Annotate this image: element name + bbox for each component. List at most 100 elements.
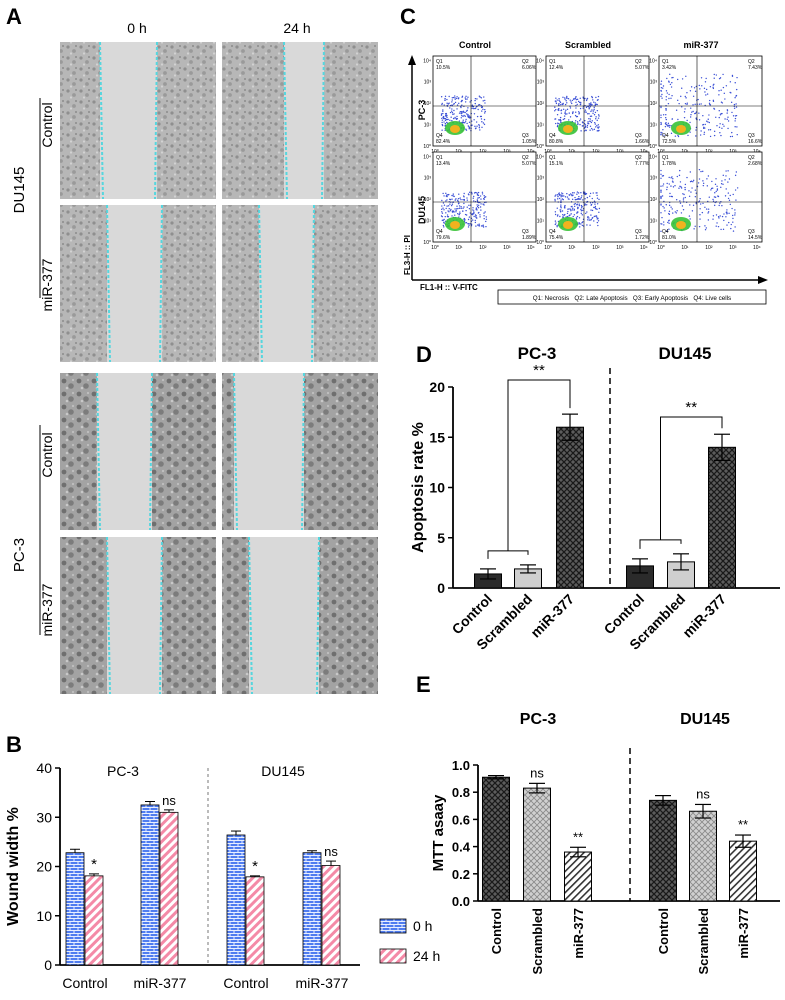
chart-e-bar: [564, 851, 592, 902]
flow-dot: [571, 198, 574, 201]
flow-dot: [479, 206, 482, 208]
flow-dot: [443, 226, 445, 228]
flow-dot: [690, 180, 693, 182]
flow-x-tick: 10⁰: [657, 245, 665, 251]
chart-b-x-tick-label: Control: [62, 975, 107, 991]
flow-dot: [484, 99, 486, 102]
flow-dot: [714, 192, 716, 194]
flow-dot: [703, 87, 706, 90]
flow-dot: [474, 107, 476, 110]
flow-dot: [662, 205, 664, 208]
flow-dot: [730, 227, 732, 230]
flow-dot: [466, 98, 468, 100]
flow-dot: [670, 86, 673, 88]
flow-dot: [452, 195, 454, 197]
flow-dot: [563, 206, 566, 209]
flow-dot: [706, 120, 708, 122]
flow-x-tick: 10⁴: [640, 245, 648, 251]
micrograph-wound-gap: [249, 537, 319, 694]
flow-dot: [712, 215, 715, 217]
flow-dot: [467, 226, 470, 228]
flow-dot: [729, 135, 732, 138]
flow-y-tick: 10⁰: [536, 240, 544, 246]
flow-dot: [460, 112, 462, 115]
flow-dot: [705, 227, 708, 229]
flow-y-tick: 10¹: [424, 123, 432, 129]
flow-dot: [698, 178, 701, 180]
flow-dot: [455, 118, 458, 120]
flow-dot: [682, 208, 685, 211]
flow-dot: [455, 211, 457, 213]
flow-dot: [699, 134, 702, 136]
flow-dot: [476, 192, 478, 194]
flow-dot: [725, 188, 727, 190]
flow-y-tick: 10³: [650, 176, 658, 182]
flow-dot: [480, 209, 482, 211]
flow-dot: [463, 199, 465, 202]
flow-dot: [700, 77, 703, 79]
micrograph-0-1: [222, 41, 378, 200]
flow-dot: [564, 103, 567, 106]
flow-dot: [483, 112, 486, 114]
flow-dot: [458, 213, 460, 215]
flow-dot: [594, 103, 597, 106]
flow-dot: [566, 212, 569, 215]
flow-dot: [716, 189, 719, 191]
flow-dot: [485, 225, 487, 228]
flow-dot: [441, 102, 443, 105]
flow-dot: [585, 129, 587, 131]
flow-dot: [730, 223, 732, 226]
flow-dot: [569, 99, 571, 101]
flow-dot: [483, 123, 486, 126]
flow-dot: [724, 179, 726, 181]
flow-q2-label: Q2: [522, 155, 529, 161]
chart-d-group-title: DU145: [659, 344, 712, 363]
flow-dot: [474, 99, 476, 102]
flow-dot: [443, 104, 445, 106]
micrograph-2-1: [222, 372, 378, 531]
flow-y-tick: 10⁰: [423, 144, 431, 150]
flow-dot: [587, 121, 589, 123]
flow-dot: [558, 119, 560, 121]
flow-dot: [588, 107, 590, 109]
panel-c-x-arrow-head: [758, 276, 768, 284]
flow-dot: [446, 199, 448, 201]
flow-dot: [594, 102, 596, 104]
flow-dot: [690, 86, 693, 88]
flow-dot: [456, 213, 459, 215]
micrograph-edge-right: [316, 536, 320, 695]
flow-dot: [441, 215, 443, 218]
flow-dot: [669, 124, 671, 127]
micrograph-edge-left: [233, 372, 238, 531]
flow-dot: [452, 103, 455, 105]
flow-q4-label: Q4: [662, 229, 669, 235]
flow-dot: [561, 210, 564, 212]
flow-dot: [467, 96, 469, 98]
flow-dot: [474, 191, 477, 194]
flow-dot: [568, 112, 570, 114]
flow-dot: [712, 87, 715, 90]
flow-dot: [475, 121, 478, 123]
flow-dot: [573, 203, 575, 205]
flow-dot: [719, 202, 721, 204]
flow-y-tick: 10⁴: [649, 154, 657, 160]
micrograph-edge-right: [159, 536, 163, 695]
flow-dot: [702, 182, 705, 185]
flow-dot: [664, 125, 667, 128]
flow-dot: [571, 111, 574, 113]
flow-dot: [703, 126, 705, 128]
flow-dot: [554, 195, 556, 197]
flow-dot: [684, 186, 686, 189]
flow-dot: [668, 97, 670, 100]
flow-dot: [734, 209, 736, 211]
flow-dot: [571, 195, 573, 197]
flow-dot: [736, 126, 738, 128]
flow-dot: [715, 190, 717, 193]
flow-dot: [469, 212, 472, 214]
flow-dot: [443, 221, 445, 224]
flow-dot: [668, 93, 670, 96]
panel-a-group-du145: DU145: [11, 167, 28, 214]
flow-dot: [689, 90, 692, 92]
flow-dot: [695, 202, 697, 205]
